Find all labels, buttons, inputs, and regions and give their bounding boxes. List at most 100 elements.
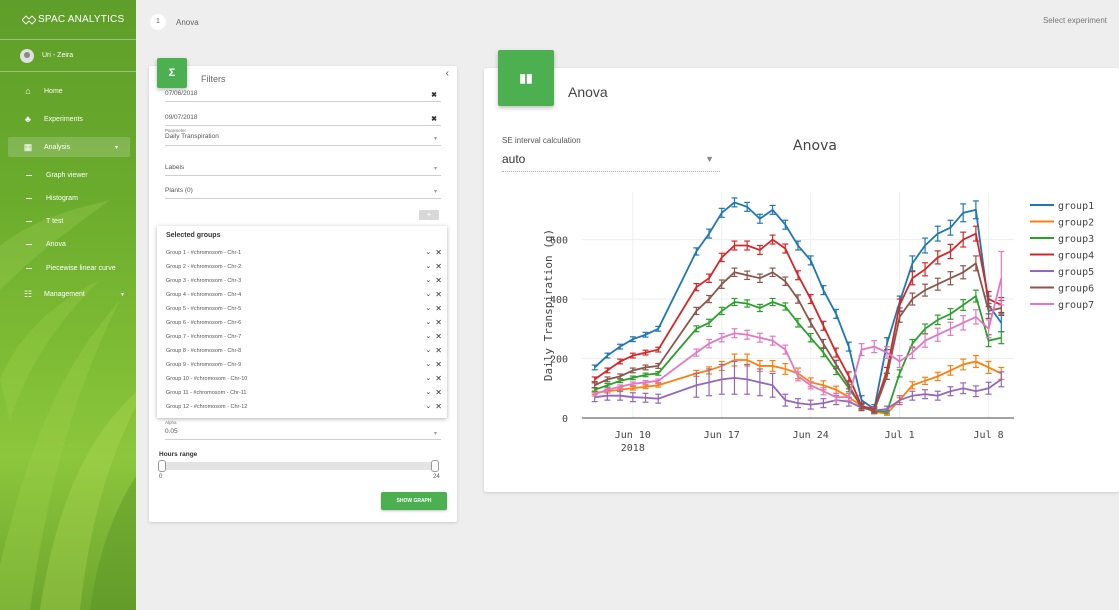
close-icon[interactable]: ✕	[435, 388, 442, 397]
chevron-down-icon[interactable]: ⌄	[425, 347, 432, 354]
brand[interactable]: SPAC ANALYTICS	[0, 0, 136, 40]
chevron-down-icon[interactable]: ⌄	[425, 277, 432, 284]
sidebar-item-home[interactable]: ⌂ Home	[0, 81, 136, 101]
sidebar-item-histogram[interactable]: Histogram	[0, 188, 136, 208]
legend-entry: group6	[1058, 284, 1094, 295]
list-item[interactable]: Group 12 - #chromosom - Chr-12 ⌄ ✕	[166, 400, 442, 413]
slider-min-value: 0	[159, 474, 163, 480]
chevron-down-icon[interactable]: ⌄	[425, 389, 432, 396]
list-item[interactable]: Group 4 - #chromosom - Chr-4 ⌄ ✕	[166, 288, 442, 301]
close-icon[interactable]: ✕	[435, 346, 442, 355]
x-tick-label: Jun 24	[793, 430, 829, 441]
chevron-down-icon[interactable]: ⌄	[425, 403, 432, 410]
chevron-down-icon[interactable]: ⌄	[425, 319, 432, 326]
start-date-field[interactable]: 07/06/2018 ✖	[165, 90, 441, 102]
chevron-down-icon[interactable]: ⌄	[425, 361, 432, 368]
sidebar-item-anova[interactable]: Anova	[0, 234, 136, 254]
group-label: Group 1 - #chromosom - Chr-1	[166, 249, 242, 256]
filters-card: Σ Filters ‹ 07/06/2018 ✖ 09/07/2018 ✖ Pa…	[149, 58, 457, 522]
user-profile[interactable]: Uri - Zeira	[0, 40, 136, 72]
slider-max-handle[interactable]	[431, 460, 439, 472]
close-icon[interactable]: ✕	[435, 304, 442, 313]
group-label: Group 7 - #chromosom - Chr-7	[166, 333, 242, 340]
sidebar-item-analysis[interactable]: ▦ Analysis ▾	[8, 137, 130, 157]
sigma-icon: Σ	[157, 58, 187, 88]
sidebar-item-piecewise[interactable]: Piecewise linear curve	[0, 258, 136, 278]
labels-select[interactable]: Labels ▾	[165, 164, 441, 176]
brand-name: SPAC ANALYTICS	[38, 14, 125, 25]
slider-min-handle[interactable]	[158, 460, 166, 472]
parameter-select[interactable]: Parameter Daily Transpiration ▾	[165, 128, 441, 146]
alpha-select[interactable]: 0.05 ▾	[165, 428, 441, 440]
group-label: Group 4 - #chromosom - Chr-4	[166, 291, 242, 298]
avatar	[20, 48, 34, 63]
close-icon[interactable]: ✕	[435, 318, 442, 327]
step-number: 1	[150, 14, 166, 30]
list-item[interactable]: Group 8 - #chromosom - Chr-8 ⌄ ✕	[166, 344, 442, 357]
dash-icon	[26, 267, 32, 269]
collapse-button[interactable]: ‹	[445, 68, 449, 79]
sidebar: SPAC ANALYTICS Uri - Zeira ⌂ Home ♣ Expe…	[0, 0, 136, 610]
alpha-value: 0.05	[165, 428, 178, 435]
close-icon[interactable]: ✕	[435, 402, 442, 411]
list-item[interactable]: Group 1 - #chromosom - Chr-1 ⌄ ✕	[166, 246, 442, 259]
chevron-down-icon[interactable]: ⌄	[425, 291, 432, 298]
hours-range-slider[interactable]	[159, 462, 439, 470]
close-icon[interactable]: ✕	[435, 248, 442, 257]
plants-select[interactable]: Plants (0) ▾	[165, 187, 441, 199]
plants-value: Plants (0)	[165, 187, 193, 194]
group-label: Group 2 - #chromosom - Chr-2	[166, 263, 242, 270]
se-interval-select[interactable]: auto ▼	[502, 152, 720, 172]
close-icon[interactable]: ✕	[435, 374, 442, 383]
chevron-down-icon: ▾	[433, 136, 437, 142]
y-axis-label: Daily Transpiration (g)	[542, 229, 555, 381]
list-item[interactable]: Group 9 - #chromosom - Chr-9 ⌄ ✕	[166, 358, 442, 371]
add-group-button[interactable]: +	[419, 210, 439, 220]
group-label: Group 10 - #chromosom - Chr-10	[166, 375, 248, 382]
close-icon[interactable]: ✕	[435, 262, 442, 271]
clear-icon[interactable]: ✖	[431, 92, 437, 99]
sidebar-item-label: Graph viewer	[46, 171, 88, 179]
close-icon[interactable]: ✕	[435, 332, 442, 341]
alpha-label: Alpha	[165, 420, 177, 425]
parameter-label: Parameter	[165, 128, 187, 133]
list-item[interactable]: Group 6 - #chromosom - Chr-6 ⌄ ✕	[166, 316, 442, 329]
experiments-icon: ♣	[25, 114, 31, 124]
chevron-down-icon[interactable]: ⌄	[425, 375, 432, 382]
sidebar-item-label: Management	[44, 290, 85, 298]
chevron-down-icon[interactable]: ⌄	[425, 263, 432, 270]
list-item[interactable]: Group 7 - #chromosom - Chr-7 ⌄ ✕	[166, 330, 442, 343]
analysis-icon: ▦	[23, 141, 33, 152]
close-icon[interactable]: ✕	[435, 290, 442, 299]
anova-chart[interactable]: Anova Jun 10 2018 Jun 17 Jun 24 Jul 1 Jul 8 0 20…	[484, 68, 1119, 492]
home-icon: ⌂	[25, 86, 31, 96]
list-item[interactable]: Group 5 - #chromosom - Chr-5 ⌄ ✕	[166, 302, 442, 315]
group-label: Group 3 - #chromosom - Chr-3	[166, 277, 242, 284]
legend-entry: group3	[1058, 234, 1094, 245]
show-graph-button[interactable]: SHOW GRAPH	[381, 492, 447, 510]
chart-icon: ▮▮	[498, 50, 554, 106]
sidebar-item-management[interactable]: ☷ Management ▾	[0, 284, 136, 304]
list-item[interactable]: Group 11 - #chromosom - Chr-11 ⌄ ✕	[166, 386, 442, 399]
x-tick-label: Jul 8	[974, 430, 1004, 441]
chevron-down-icon[interactable]: ⌄	[425, 305, 432, 312]
list-item[interactable]: Group 10 - #chromosom - Chr-10 ⌄ ✕	[166, 372, 442, 385]
sidebar-item-graph-viewer[interactable]: Graph viewer	[0, 165, 136, 185]
y-tick-label: 0	[562, 414, 568, 425]
close-icon[interactable]: ✕	[435, 276, 442, 285]
list-item[interactable]: Group 2 - #chromosom - Chr-2 ⌄ ✕	[166, 260, 442, 273]
close-icon[interactable]: ✕	[435, 360, 442, 369]
page-title: Anova	[176, 18, 199, 27]
clear-icon[interactable]: ✖	[431, 116, 437, 123]
start-date-value: 07/06/2018	[165, 90, 198, 97]
y-tick-label: 600	[550, 236, 568, 247]
sidebar-item-experiments[interactable]: ♣ Experiments	[0, 109, 136, 129]
chevron-down-icon[interactable]: ⌄	[425, 333, 432, 340]
dash-icon	[26, 174, 32, 176]
end-date-field[interactable]: 09/07/2018 ✖	[165, 114, 441, 126]
list-item[interactable]: Group 3 - #chromosom - Chr-3 ⌄ ✕	[166, 274, 442, 287]
select-experiment-link[interactable]: Select experiment	[1042, 16, 1107, 25]
sidebar-item-t-test[interactable]: T test	[0, 211, 136, 231]
chevron-down-icon[interactable]: ⌄	[425, 249, 432, 256]
sidebar-item-label: Histogram	[46, 194, 78, 202]
